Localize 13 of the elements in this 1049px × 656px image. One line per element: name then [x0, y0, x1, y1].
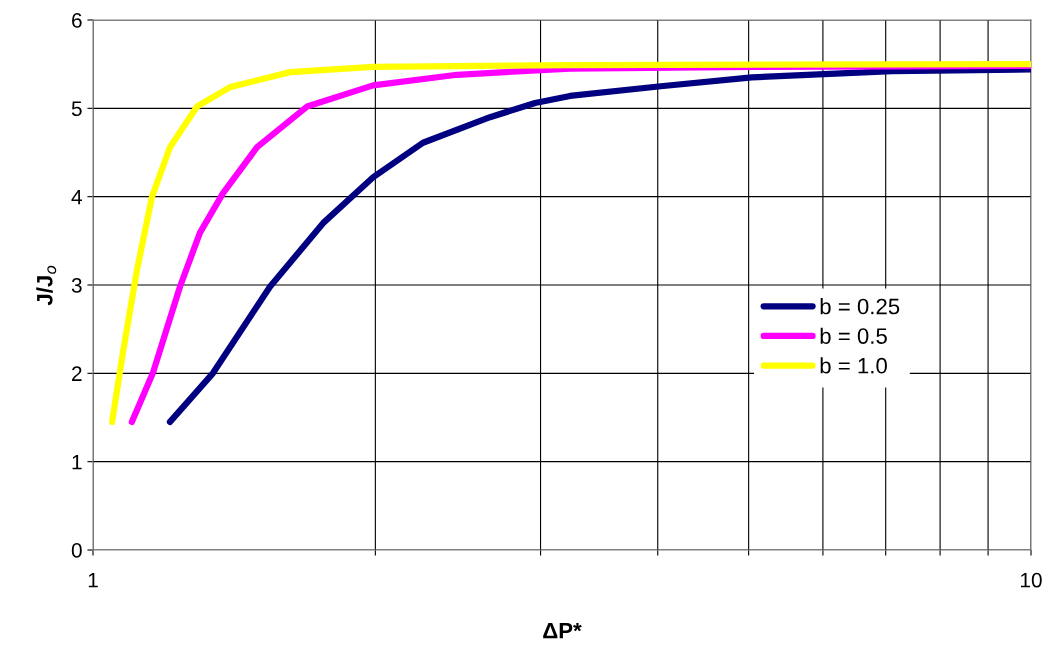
y-tick-label: 0	[71, 543, 82, 558]
y-tick-label: 3	[71, 278, 82, 293]
y-tick-label: 1	[72, 454, 82, 470]
y-tick-label: 2	[72, 366, 82, 381]
y-tick-label: 4	[71, 189, 82, 205]
legend-label: b = 0.25	[820, 298, 900, 315]
y-tick-label: 5	[71, 101, 82, 117]
legend-label: b = 1.0	[820, 357, 887, 374]
x-axis-title: ΔP*	[543, 623, 582, 639]
y-tick-label: 6	[72, 13, 82, 28]
legend-label: b = 0.5	[820, 327, 887, 344]
x-tick-label: 10	[1021, 572, 1042, 588]
y-axis-title: J/J$_{o}$	[36, 265, 57, 306]
